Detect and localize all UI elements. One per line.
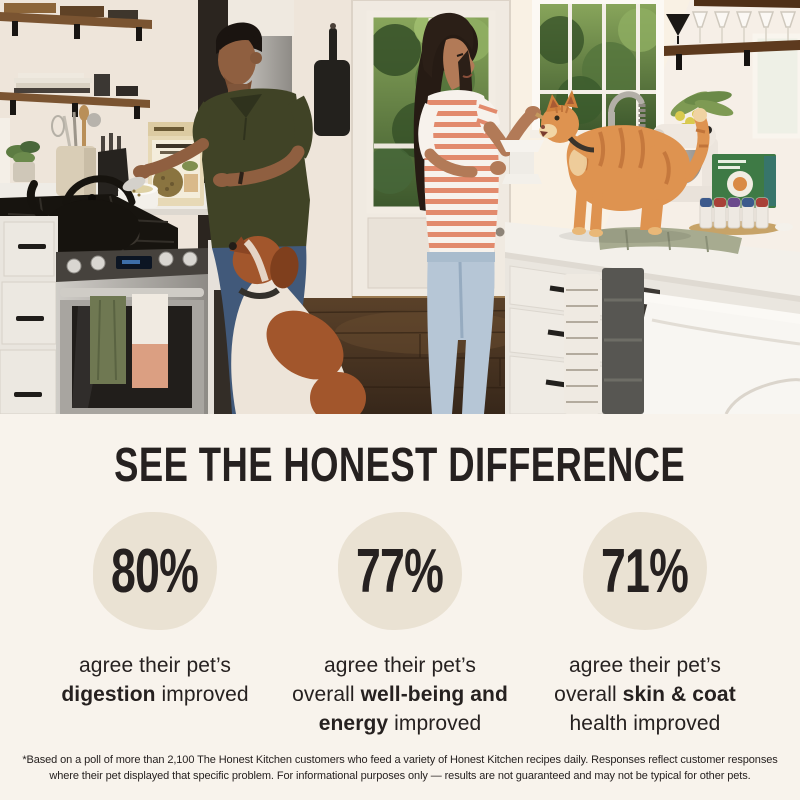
olive-towel — [90, 296, 126, 384]
stat-description: agree their pet’s digestion improved — [61, 654, 249, 706]
stats-section: SEE THE HONEST DIFFERENCE 80% agree thei… — [0, 439, 800, 784]
food-scoop — [122, 176, 146, 197]
utensil-crock — [51, 105, 101, 196]
stat-percent: 77% — [356, 536, 444, 606]
stats-row: 80% agree their pet’s digestion improved … — [0, 512, 800, 738]
open-shelves — [0, 3, 152, 119]
headline: SEE THE HONEST DIFFERENCE — [0, 439, 800, 492]
dog-figure — [228, 235, 366, 414]
stat-blob: 71% — [583, 512, 707, 630]
stat-percent: 80% — [111, 536, 199, 606]
stat-digestion: 80% agree their pet’s digestion improved — [33, 512, 278, 738]
disclaimer: *Based on a poll of more than 2,100 The … — [22, 754, 778, 782]
kitchen-scene — [0, 0, 800, 414]
glassware-shelves — [664, 0, 800, 70]
farmhouse-sink — [638, 292, 800, 414]
pet-bowl — [500, 140, 544, 184]
honest-kitchen-food-box — [148, 122, 204, 206]
stat-description: agree their pet’s overall well-being and e… — [292, 654, 508, 735]
stat-blob: 77% — [338, 512, 462, 630]
stat-percent: 71% — [601, 536, 689, 606]
headline-text: SEE THE HONEST DIFFERENCE — [114, 439, 686, 492]
hanging-towels — [564, 268, 644, 414]
stat-wellbeing-energy: 77% agree their pet’s overall well-being … — [278, 512, 523, 738]
product-box-green — [712, 154, 776, 208]
shirt-stripes — [424, 100, 499, 248]
cutting-board — [314, 23, 350, 136]
window-right — [752, 33, 800, 139]
cat-figure — [539, 90, 710, 243]
kettle — [26, 175, 140, 256]
potted-plant — [6, 141, 40, 182]
counter-towel — [598, 227, 742, 254]
oven — [56, 248, 208, 414]
stat-skin-coat: 71% agree their pet’s overall skin & coat… — [523, 512, 768, 738]
hero-photo — [0, 0, 800, 414]
woman-figure — [413, 12, 557, 414]
stat-description: agree their pet’s overall skin & coat heal… — [554, 654, 736, 735]
food-pouches — [689, 197, 793, 235]
stat-blob: 80% — [93, 512, 217, 630]
dog-head — [228, 235, 299, 289]
